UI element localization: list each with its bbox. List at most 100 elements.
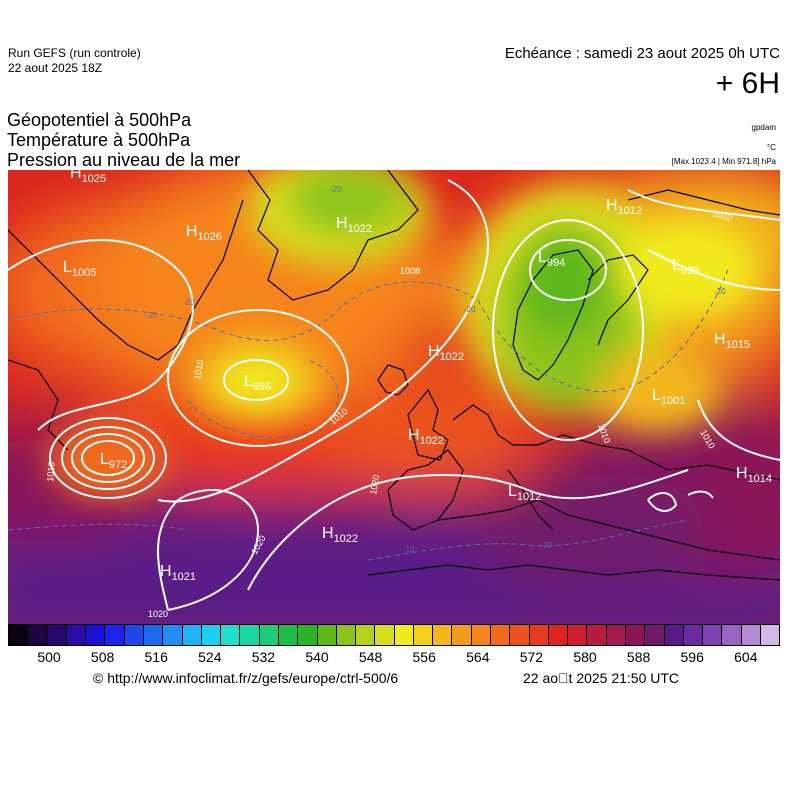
colorbar-tick-label: 580 (573, 649, 597, 665)
parameter-geopotential: Géopotentiel à 500hPa (7, 110, 192, 130)
low-pressure-label: L994 (538, 249, 565, 269)
colorbar-swatch (240, 625, 260, 645)
high-pressure-label: H1022 (428, 343, 464, 363)
colorbar-tick-label: 596 (680, 649, 704, 665)
colorbar-tick-label: 524 (198, 649, 222, 665)
colorbar-swatch (741, 625, 761, 645)
colorbar-tick-label: 556 (412, 649, 436, 665)
isotherm-value-label: -10 (540, 541, 552, 550)
colorbar-swatch (471, 625, 492, 645)
colorbar-swatch (433, 625, 453, 645)
colorbar-tick-label: 572 (519, 649, 544, 665)
colorbar (8, 624, 780, 646)
colorbar-swatch (510, 625, 530, 645)
colorbar-swatch (529, 625, 549, 645)
unit-pressure-range: [Max 1023.4 | Min 971.8] hPa (671, 157, 776, 166)
weather-map: H1025 H1026 L1005 H1022 L996 L972 H1021 H1022 H1… (8, 170, 780, 624)
isobar-value-label: 1020 (368, 474, 381, 495)
colorbar-tick-label: 508 (90, 649, 115, 665)
high-pressure-label: H1015 (714, 331, 750, 351)
low-pressure-label: L996 (244, 373, 271, 393)
source-credit: © http://www.infoclimat.fr/z/gefs/europe… (93, 670, 399, 686)
colorbar-swatch (336, 625, 357, 645)
colorbar-swatch (645, 625, 665, 645)
colorbar-swatch (47, 625, 67, 645)
colorbar-swatch (182, 625, 202, 645)
colorbar-swatch (626, 625, 646, 645)
colorbar-swatch (66, 625, 87, 645)
pressure-centers: H1025 H1026 L1005 H1022 L996 L972 H1021 H1022 H1… (63, 170, 772, 583)
parameter-pressure: Pression au niveau de la mer (7, 150, 241, 170)
colorbar-swatch (9, 625, 29, 645)
colorbar-swatch (606, 625, 626, 645)
colorbar-swatch (491, 625, 511, 645)
high-pressure-label: H1022 (336, 215, 372, 235)
colorbar-tick-label: 540 (305, 649, 329, 665)
colorbar-tick-label: 532 (251, 649, 276, 665)
colorbar-swatch (317, 625, 337, 645)
colorbar-swatch (221, 625, 241, 645)
colorbar-swatch (356, 625, 376, 645)
parameter-temperature: Température à 500hPa (7, 130, 191, 150)
colorbar-swatch (375, 625, 395, 645)
forecast-valid-time: Echéance : samedi 23 aout 2025 0h UTC (504, 45, 780, 62)
isotherm-value-label: -20 (183, 298, 195, 307)
isobar-lines (8, 179, 780, 611)
colorbar-swatch (28, 625, 48, 645)
colorbar-swatch (278, 625, 299, 645)
colorbar-swatch (452, 625, 472, 645)
colorbar-tick-label: 500 (37, 649, 61, 665)
colorbar-swatch (548, 625, 569, 645)
colorbar-swatch (124, 625, 144, 645)
low-pressure-label: L1005 (63, 259, 96, 279)
colorbar-swatch (703, 625, 723, 645)
low-pressure-label: L1012 (508, 483, 541, 503)
colorbar-swatch (722, 625, 742, 645)
run-title: Run GEFS (run controle) (8, 46, 141, 60)
unit-temperature: °C (767, 143, 776, 152)
weather-map-canvas: H1025 H1026 L1005 H1022 L996 L972 H1021 H1022 H1… (8, 170, 780, 624)
colorbar-swatch (760, 625, 780, 645)
colorbar-tick-label: 516 (144, 649, 168, 665)
low-pressure-label: L972 (100, 451, 127, 471)
isobar-value-label: 1008 (400, 266, 420, 276)
colorbar-swatch (163, 625, 183, 645)
low-pressure-label: L999 (672, 257, 699, 277)
isobar-value-label: 1020 (148, 609, 168, 619)
colorbar-swatch (413, 625, 434, 645)
low-pressure-label: L1001 (652, 387, 685, 407)
high-pressure-label: H1014 (736, 465, 772, 485)
colorbar-tick-label: 604 (734, 649, 758, 665)
colorbar-swatch (683, 625, 704, 645)
high-pressure-label: H1022 (322, 525, 358, 545)
colorbar-swatch (143, 625, 164, 645)
colorbar-tick-label: 564 (466, 649, 490, 665)
high-pressure-label: H1026 (186, 223, 222, 243)
isotherm-value-label: -20 (330, 185, 342, 194)
unit-geopotential: gpdam (751, 123, 776, 132)
isotherm-value-label: -20 (146, 311, 158, 320)
colorbar-swatch (298, 625, 318, 645)
colorbar-swatch (86, 625, 106, 645)
high-pressure-label: H1022 (408, 427, 444, 447)
isotherm-value-label: -10 (403, 545, 415, 554)
colorbar-tick-label: 548 (358, 649, 383, 665)
isobar-value-label: 1010 (45, 461, 57, 482)
colorbar-labels: 500 508 516 524 532 540 548 556 564 572 580 588 596 6… (8, 649, 780, 667)
colorbar-swatch (259, 625, 279, 645)
high-pressure-label: H1025 (70, 170, 106, 185)
colorbar-swatch (201, 625, 222, 645)
isotherm-value-label: -20 (714, 287, 726, 296)
coastlines (8, 170, 780, 581)
high-pressure-label: H1021 (160, 563, 196, 583)
colorbar-tick-label: 588 (626, 649, 651, 665)
run-date: 22 aout 2025 18Z (8, 61, 103, 75)
high-pressure-label: H1012 (606, 197, 642, 217)
isotherm-labels: -20 -20 -20 -20 -20 -10 -10 (146, 185, 726, 554)
geopotential-field (8, 170, 780, 624)
generation-timestamp: 22 ao t 2025 21:50 UTC (523, 670, 680, 686)
isotherm-value-label: -20 (464, 305, 476, 314)
colorbar-swatch (394, 625, 414, 645)
colorbar-swatch (587, 625, 607, 645)
colorbar-swatch (105, 625, 125, 645)
